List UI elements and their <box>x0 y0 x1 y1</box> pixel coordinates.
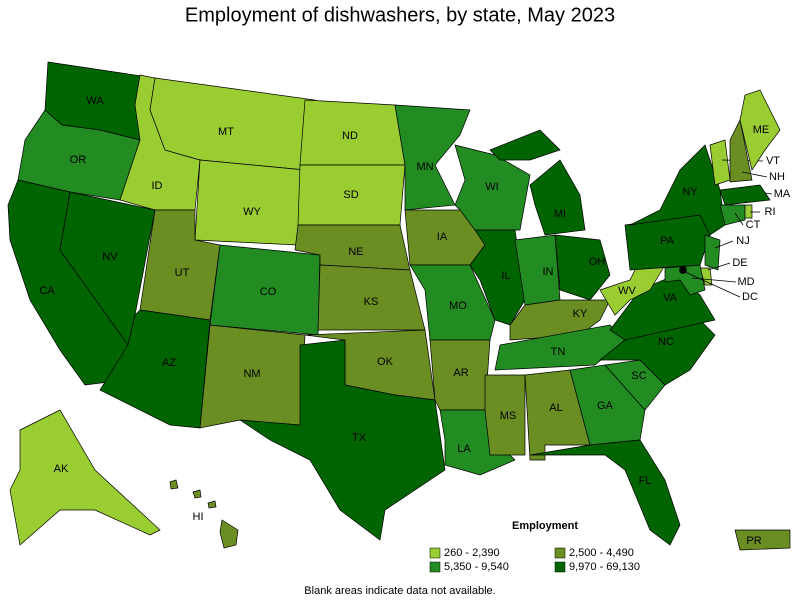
state-label: VT <box>766 155 780 167</box>
legend-label: 260 - 2,390 <box>444 547 500 559</box>
state-shape <box>169 479 179 490</box>
state-label: WV <box>618 285 636 297</box>
state-label: LA <box>457 443 471 455</box>
state-shape <box>599 259 666 316</box>
state-shape <box>394 104 471 211</box>
state-label: CT <box>746 219 761 231</box>
state-label: UT <box>175 267 190 279</box>
state-label: AL <box>549 402 562 414</box>
state-label: MT <box>218 126 234 138</box>
state-label: PA <box>660 235 675 247</box>
state-label: OR <box>70 154 87 166</box>
state-label: NJ <box>736 235 749 247</box>
state-label: MI <box>554 208 566 220</box>
state-label: WI <box>485 181 498 193</box>
legend-label: 9,970 - 69,130 <box>569 561 640 573</box>
state-label: MA <box>774 188 791 200</box>
state-label: GA <box>597 400 614 412</box>
map-title: Employment of dishwashers, by state, May… <box>185 4 615 26</box>
state-label: TX <box>352 432 367 444</box>
state-label: NE <box>348 246 363 258</box>
state-label: KY <box>573 308 588 320</box>
state-label: RI <box>765 206 776 218</box>
state-label: NY <box>682 186 698 198</box>
state-label: MD <box>737 276 754 288</box>
state-shape <box>529 439 681 546</box>
leader-line <box>707 262 731 271</box>
state-label: AR <box>453 367 468 379</box>
legend-swatch <box>429 561 441 573</box>
state-shape <box>734 529 791 551</box>
state-shape <box>99 309 211 429</box>
state-shape <box>554 234 611 301</box>
state-label: AK <box>54 463 69 475</box>
state-label: HI <box>193 511 204 523</box>
state-shape <box>219 519 239 549</box>
state-label: VA <box>663 292 678 304</box>
state-label: SD <box>343 189 358 201</box>
state-shape <box>729 118 753 183</box>
state-shape <box>489 129 561 161</box>
state-shape <box>704 234 721 271</box>
state-shape <box>719 184 771 206</box>
state-shape <box>207 500 217 509</box>
state-label: ND <box>342 130 358 142</box>
legend-title: Employment <box>512 520 578 532</box>
state-shape <box>529 159 586 236</box>
state-shape <box>569 364 646 446</box>
state-label: IN <box>543 266 554 278</box>
state-label: MO <box>449 300 467 312</box>
leader-line <box>734 212 744 226</box>
state-shape <box>239 339 446 541</box>
leader-line <box>741 171 768 178</box>
leader-line <box>714 240 734 249</box>
state-shape <box>192 489 202 499</box>
state-label: WY <box>243 206 261 218</box>
state-label: FL <box>639 475 652 487</box>
state-dot <box>679 266 687 274</box>
state-label: PR <box>746 535 761 547</box>
state-label: NV <box>102 251 118 263</box>
state-label: NC <box>658 336 674 348</box>
state-shape <box>194 159 306 246</box>
legend-swatch <box>554 561 566 573</box>
state-label: ID <box>152 180 163 192</box>
state-label: DC <box>742 291 758 303</box>
state-shape <box>484 374 526 456</box>
state-label: ME <box>753 124 770 136</box>
legend-swatch <box>554 547 566 559</box>
state-label: KS <box>364 296 379 308</box>
note: Blank areas indicate data not available. <box>304 585 495 597</box>
leader-line <box>684 271 741 298</box>
state-label: NM <box>243 368 260 380</box>
state-label: IL <box>501 270 510 282</box>
legend-label: 2,500 - 4,490 <box>569 547 634 559</box>
state-label: AZ <box>162 357 176 369</box>
state-label: IA <box>437 231 448 243</box>
state-shape <box>719 204 746 226</box>
state-label: TN <box>551 346 566 358</box>
state-shape <box>664 264 706 296</box>
state-label: NH <box>769 171 785 183</box>
state-shape <box>739 89 781 171</box>
legend-swatch <box>429 547 441 559</box>
state-label: CA <box>39 285 55 297</box>
state-label: OK <box>377 356 394 368</box>
state-label: SC <box>631 370 646 382</box>
state-shape <box>744 204 753 219</box>
legend-label: 5,350 - 9,540 <box>444 561 509 573</box>
state-label: CO <box>260 286 277 298</box>
state-label: MS <box>500 410 517 422</box>
state-label: WA <box>86 95 104 107</box>
leader-line <box>764 192 773 195</box>
state-label: MN <box>416 161 433 173</box>
state-shape <box>9 409 161 546</box>
state-label: OH <box>589 256 606 268</box>
state-label: DE <box>732 257 747 269</box>
